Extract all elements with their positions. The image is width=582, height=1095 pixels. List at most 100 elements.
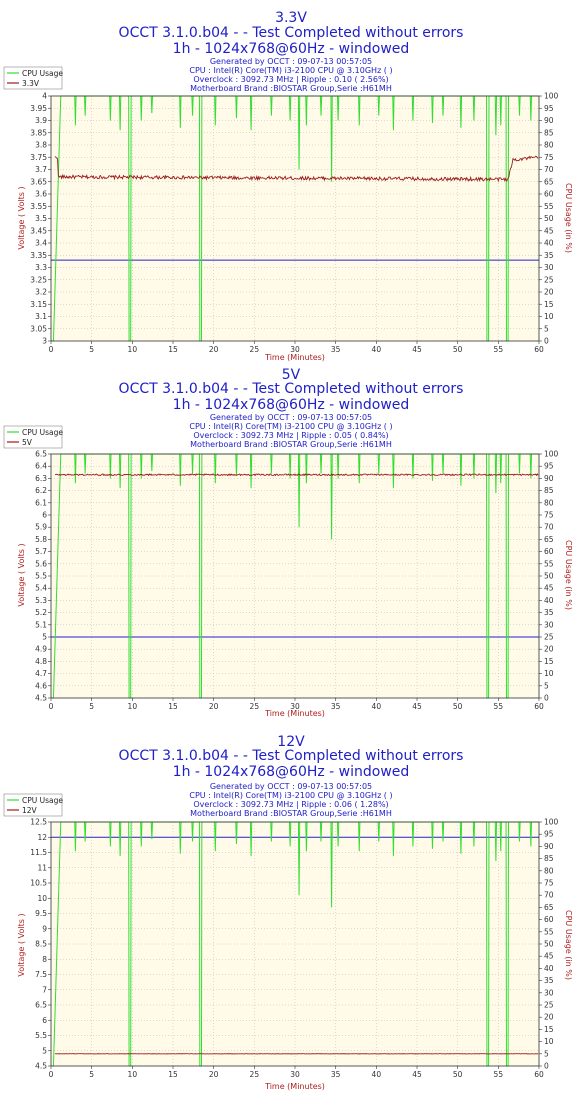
x-tick-label: 60 bbox=[534, 1070, 544, 1079]
y2-tick-label: 20 bbox=[544, 645, 554, 654]
y2-tick-label: 80 bbox=[544, 141, 554, 150]
y2-tick-label: 25 bbox=[544, 275, 554, 284]
info-line-4: Motherboard Brand :BIOSTAR Group,Serie :… bbox=[190, 440, 392, 449]
x-tick-label: 35 bbox=[331, 702, 341, 711]
series-voltage bbox=[54, 155, 539, 183]
info-line-3: Overclock : 3092.73 MHz | Ripple : 0.10 … bbox=[193, 75, 388, 84]
y-tick-label: 3.05 bbox=[30, 324, 47, 333]
y-tick-label: 3.2 bbox=[35, 288, 47, 297]
x-axis-label: Time (Minutes) bbox=[264, 353, 325, 362]
x-axis-label: Time (Minutes) bbox=[264, 1082, 325, 1091]
y2-tick-label: 10 bbox=[544, 312, 554, 321]
y-tick-label: 7 bbox=[42, 985, 47, 994]
y-tick-label: 4.6 bbox=[35, 681, 47, 690]
y2-tick-label: 45 bbox=[544, 584, 554, 593]
y-tick-label: 4.9 bbox=[35, 645, 47, 654]
y-tick-label: 9.5 bbox=[35, 909, 47, 918]
x-tick-label: 30 bbox=[290, 1070, 300, 1079]
y2-tick-label: 0 bbox=[544, 1062, 549, 1071]
y2-tick-label: 50 bbox=[544, 214, 554, 223]
y2-tick-label: 60 bbox=[544, 547, 554, 556]
y-tick-label: 3.5 bbox=[35, 214, 47, 223]
y2-tick-label: 40 bbox=[544, 239, 554, 248]
x-tick-label: 55 bbox=[494, 345, 504, 354]
y2-tick-label: 85 bbox=[544, 128, 554, 137]
y2-tick-label: 10 bbox=[544, 1037, 554, 1046]
y-tick-label: 3.45 bbox=[30, 226, 47, 235]
x-tick-label: 10 bbox=[128, 702, 138, 711]
y-tick-label: 3.85 bbox=[30, 128, 47, 137]
chart-subtitle-2: 1h - 1024x768@60Hz - windowed bbox=[173, 764, 410, 780]
y2-tick-label: 55 bbox=[544, 559, 554, 568]
y2-tick-label: 55 bbox=[544, 927, 554, 936]
y2-axis-label: CPU Usage (in %) bbox=[564, 183, 573, 253]
y2-tick-label: 5 bbox=[544, 681, 549, 690]
y-axis-label: Voltage ( Volts ) bbox=[17, 186, 26, 249]
y2-tick-label: 60 bbox=[544, 190, 554, 199]
y-tick-label: 4.7 bbox=[35, 669, 47, 678]
y-tick-label: 9 bbox=[42, 924, 47, 933]
legend: CPU Usage 12V bbox=[3, 793, 63, 817]
chart-subtitle-1: OCCT 3.1.0.b04 - - Test Completed withou… bbox=[119, 25, 464, 41]
y2-axis-label: CPU Usage (in %) bbox=[564, 540, 573, 610]
series-voltage bbox=[55, 473, 539, 477]
y2-tick-label: 50 bbox=[544, 572, 554, 581]
legend: CPU Usage 3.3V bbox=[3, 66, 63, 90]
y2-tick-label: 65 bbox=[544, 903, 554, 912]
y2-tick-label: 40 bbox=[544, 596, 554, 605]
chart-12v: 12V OCCT 3.1.0.b04 - - Test Completed wi… bbox=[3, 734, 573, 1091]
y2-axis-label: CPU Usage (in %) bbox=[564, 910, 573, 980]
y2-tick-label: 5 bbox=[544, 1049, 549, 1058]
legend-label-cpu: CPU Usage bbox=[22, 69, 63, 78]
y-tick-label: 3.7 bbox=[35, 165, 47, 174]
y-tick-label: 3.4 bbox=[35, 239, 47, 248]
y2-tick-label: 35 bbox=[544, 976, 554, 985]
y2-tick-label: 20 bbox=[544, 288, 554, 297]
y2-tick-label: 80 bbox=[544, 866, 554, 875]
x-tick-label: 10 bbox=[128, 1070, 138, 1079]
y2-tick-label: 35 bbox=[544, 608, 554, 617]
y2-tick-label: 100 bbox=[544, 450, 559, 459]
info-line-3: Overclock : 3092.73 MHz | Ripple : 0.05 … bbox=[193, 431, 388, 440]
y2-tick-label: 15 bbox=[544, 657, 554, 666]
y-tick-label: 5 bbox=[42, 1046, 47, 1055]
x-tick-label: 5 bbox=[89, 1070, 94, 1079]
y2-tick-label: 25 bbox=[544, 1001, 554, 1010]
y2-tick-label: 70 bbox=[544, 891, 554, 900]
info-line-2: CPU : Intel(R) Core(TM) i3-2100 CPU @ 3.… bbox=[189, 66, 392, 75]
y-tick-label: 5.5 bbox=[35, 572, 47, 581]
y2-tick-label: 25 bbox=[544, 633, 554, 642]
legend-label-voltage: 5V bbox=[22, 438, 33, 447]
info-line-1: Generated by OCCT : 09-07-13 00:57:05 bbox=[210, 57, 372, 66]
y-tick-label: 10.5 bbox=[30, 879, 47, 888]
y-tick-label: 6.2 bbox=[35, 486, 47, 495]
y2-tick-label: 45 bbox=[544, 226, 554, 235]
x-tick-label: 30 bbox=[290, 702, 300, 711]
x-tick-label: 10 bbox=[128, 345, 138, 354]
x-tick-label: 55 bbox=[494, 702, 504, 711]
x-tick-label: 60 bbox=[534, 702, 544, 711]
y2-tick-label: 85 bbox=[544, 854, 554, 863]
y-tick-label: 5.2 bbox=[35, 608, 47, 617]
x-tick-label: 25 bbox=[250, 702, 260, 711]
chart-subtitle-2: 1h - 1024x768@60Hz - windowed bbox=[173, 41, 410, 57]
x-tick-label: 5 bbox=[89, 345, 94, 354]
y-tick-label: 11 bbox=[37, 863, 47, 872]
y-tick-label: 3.6 bbox=[35, 190, 47, 199]
x-tick-label: 40 bbox=[372, 345, 382, 354]
y-tick-label: 4.5 bbox=[35, 694, 47, 703]
y-tick-label: 8 bbox=[42, 955, 47, 964]
plot-area: 4.5 4.6 4.7 4.8 4.9 5 5.1 5.2 5.3 5.4 5.5 5.6 5.7 5.8… bbox=[35, 450, 558, 712]
y2-tick-label: 95 bbox=[544, 830, 554, 839]
x-tick-label: 45 bbox=[412, 702, 422, 711]
y-axis-label: Voltage ( Volts ) bbox=[17, 913, 26, 976]
chart-5v: 5V OCCT 3.1.0.b04 - - Test Completed wit… bbox=[3, 367, 573, 718]
y-tick-label: 3.65 bbox=[30, 177, 47, 186]
x-tick-label: 55 bbox=[494, 1070, 504, 1079]
y-tick-label: 7.5 bbox=[35, 970, 47, 979]
y2-tick-label: 10 bbox=[544, 669, 554, 678]
x-tick-label: 25 bbox=[250, 1070, 260, 1079]
y-tick-label: 12 bbox=[37, 833, 47, 842]
x-tick-label: 50 bbox=[453, 1070, 463, 1079]
y2-tick-label: 90 bbox=[544, 116, 554, 125]
